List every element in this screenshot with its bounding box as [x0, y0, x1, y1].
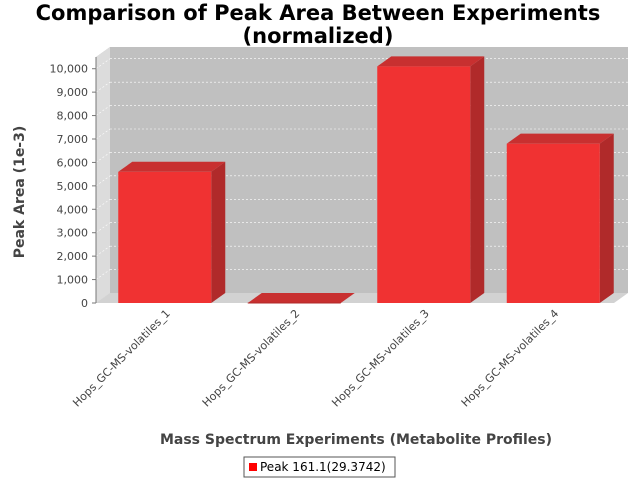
bar: [377, 66, 471, 303]
gridline-side: [95, 199, 111, 210]
chart-title-line-2: (normalized): [243, 24, 394, 48]
x-category-label: Hops_GC-MS-volatiles_4: [459, 307, 562, 410]
bar-top: [247, 293, 355, 303]
bar-top: [506, 133, 614, 144]
y-tick-label: 2,000: [57, 250, 89, 263]
y-tick-label: 9,000: [57, 86, 89, 99]
legend-swatch: [249, 463, 257, 471]
y-tick-label: 6,000: [57, 156, 89, 169]
legend-box: [243, 456, 396, 478]
plot-floor: [96, 293, 628, 303]
x-category-label: Hops_GC-MS-volatiles_1: [70, 307, 173, 410]
plot-area: 0 1,000 2,000 3,000 4,000 5,000 6,000 7,000 8,00…: [50, 47, 628, 410]
gridline-side: [95, 105, 111, 116]
y-tick-label: 4,000: [57, 203, 89, 216]
bar-side: [470, 56, 485, 303]
bar-side: [211, 161, 226, 303]
bar: [118, 171, 212, 303]
plot-side-wall: [96, 47, 110, 303]
bar-side: [599, 133, 614, 303]
x-category-label: Hops_GC-MS-volatiles_3: [329, 307, 432, 410]
y-tick-label: 8,000: [57, 110, 89, 123]
y-tick-label: 1,000: [57, 274, 89, 287]
x-axis-title: Mass Spectrum Experiments (Metabolite Pr…: [160, 432, 552, 448]
gridline-side: [95, 152, 111, 163]
x-category-label: Hops_GC-MS-volatiles_2: [200, 307, 303, 410]
gridline-side: [95, 81, 111, 93]
gridline-side: [95, 128, 111, 140]
chart-title-line-1: Comparison of Peak Area Between Experime…: [36, 1, 601, 25]
y-tick-label: 10,000: [50, 63, 89, 76]
gridline-side: [95, 269, 111, 280]
legend: Peak 161.1(29.3742): [243, 456, 396, 478]
legend-label: Peak 161.1(29.3742): [260, 460, 386, 474]
gridline-side: [95, 58, 111, 69]
gridline-side: [95, 222, 111, 233]
plot-back-wall: [96, 47, 628, 303]
bar: [506, 143, 600, 303]
bar-top: [118, 161, 226, 172]
y-tick-label: 0: [81, 297, 88, 310]
y-tick-label: 7,000: [57, 133, 89, 146]
gridline-side: [95, 175, 111, 187]
y-axis-title: Peak Area (1e-3): [12, 126, 28, 259]
y-tick-label: 5,000: [57, 180, 89, 193]
y-tick-label: 3,000: [57, 227, 89, 240]
gridline-side: [95, 245, 111, 257]
bar-top: [377, 56, 485, 67]
